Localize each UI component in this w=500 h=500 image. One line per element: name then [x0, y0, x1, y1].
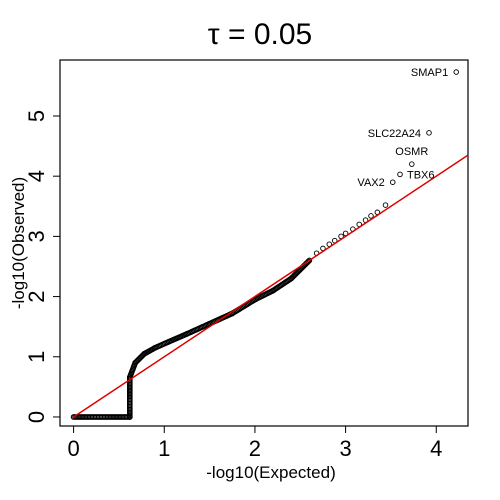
x-axis: 0 1 2 3 4 [67, 425, 442, 461]
chart-title: τ = 0.05 [208, 18, 312, 51]
x-tick-label: 4 [430, 436, 442, 461]
outlier-point [409, 161, 415, 167]
outlier-point [426, 130, 432, 136]
x-axis-title: -log10(Expected) [206, 463, 335, 482]
y-tick-label: 3 [24, 230, 49, 242]
outlier-label: TBX6 [407, 169, 435, 181]
outlier-point [397, 171, 403, 178]
data-point [382, 202, 389, 208]
y-axis: 0 1 2 3 4 5 [24, 110, 61, 423]
y-tick-label: 2 [24, 290, 49, 302]
reference-line [73, 154, 469, 418]
outlier-point [453, 69, 459, 75]
y-axis-title: -log10(Observed) [9, 177, 28, 309]
outlier-label: SMAP1 [411, 67, 448, 79]
outlier-label: OSMR [395, 146, 428, 158]
data-point [368, 213, 374, 219]
y-tick-label: 5 [24, 110, 49, 122]
y-tick-label: 1 [24, 351, 49, 363]
x-tick-label: 1 [158, 436, 170, 461]
data-point [305, 258, 312, 265]
x-tick-label: 3 [339, 436, 351, 461]
outlier-label: SLC22A24 [368, 128, 421, 140]
x-tick-label: 0 [67, 436, 79, 461]
data-point [306, 257, 313, 264]
point-annotations: SMAP1 SLC22A24 OSMR TBX6 VAX2 [357, 67, 459, 189]
y-tick-label: 4 [24, 170, 49, 182]
y-tick-label: 0 [24, 411, 49, 423]
x-tick-label: 2 [249, 436, 261, 461]
outlier-point [389, 179, 396, 185]
outlier-label: VAX2 [357, 177, 384, 189]
